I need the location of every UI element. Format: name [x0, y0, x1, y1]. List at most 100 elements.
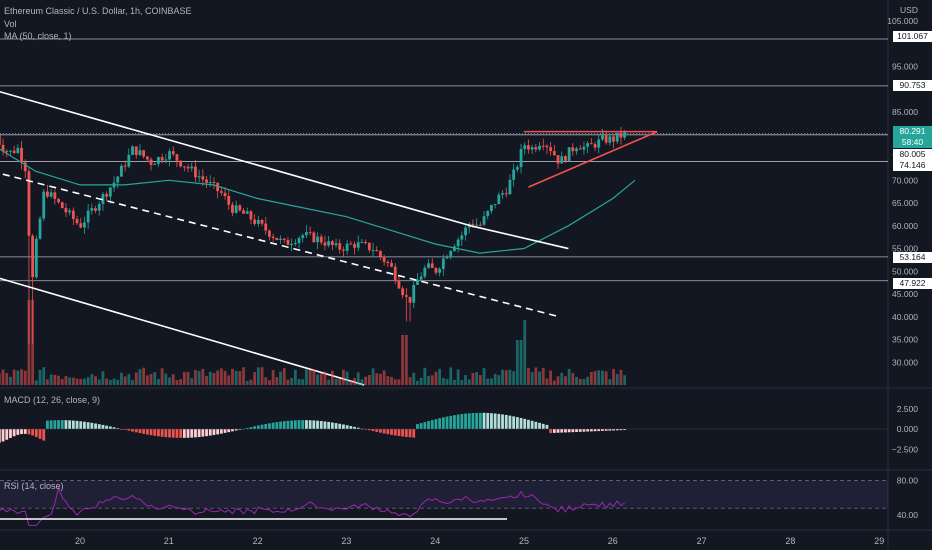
- macd-tick-label: 0.000: [897, 424, 919, 434]
- volume-indicator-label[interactable]: Vol: [4, 19, 17, 29]
- candle-body: [34, 238, 38, 278]
- macd-histogram-bar: [534, 421, 538, 429]
- volume-bar: [367, 374, 371, 385]
- volume-bar: [501, 369, 504, 385]
- macd-histogram-bar: [134, 429, 138, 433]
- macd-histogram-bar: [404, 429, 408, 437]
- volume-bar: [530, 372, 534, 385]
- volume-bar: [0, 373, 1, 385]
- time-tick-label: 29: [874, 536, 884, 546]
- candle-body: [201, 176, 205, 180]
- volume-bar: [212, 372, 216, 385]
- macd-indicator-label[interactable]: MACD (12, 26, close, 9): [4, 395, 101, 405]
- candle-body: [371, 250, 375, 252]
- candle-body: [234, 205, 238, 213]
- volume-bar: [597, 370, 601, 385]
- candle-body: [575, 148, 578, 152]
- macd-histogram-bar: [342, 424, 345, 429]
- macd-histogram-bar: [271, 422, 275, 429]
- macd-histogram-bar: [578, 429, 582, 432]
- rsi-indicator-label[interactable]: RSI (14, close): [4, 481, 64, 491]
- macd-histogram-bar: [623, 429, 627, 431]
- volume-bar: [353, 378, 356, 385]
- candle-body: [379, 251, 382, 257]
- macd-histogram-bar: [589, 429, 593, 432]
- volume-bar: [408, 377, 412, 385]
- volume-bar: [327, 379, 331, 385]
- macd-histogram-bar: [382, 429, 386, 434]
- candle-body: [171, 151, 175, 155]
- macd-histogram-bar: [112, 427, 116, 429]
- candle-body: [582, 146, 586, 150]
- volume-bar: [168, 377, 171, 385]
- volume-bar: [490, 378, 493, 385]
- candle-body: [393, 266, 397, 281]
- rsi-line: [0, 486, 625, 526]
- candle-body: [449, 250, 453, 258]
- candle-body: [430, 263, 434, 268]
- candle-body: [127, 154, 131, 167]
- macd-histogram-bar: [323, 421, 327, 429]
- volume-bar: [153, 372, 157, 385]
- macd-histogram-bar: [453, 415, 456, 429]
- candle-body: [545, 145, 549, 148]
- candle-body: [223, 192, 227, 196]
- candle-body: [608, 136, 612, 143]
- candle-body: [16, 147, 20, 154]
- volume-bar: [271, 369, 275, 385]
- volume-bar: [615, 373, 619, 385]
- volume-bar: [371, 368, 375, 385]
- macd-histogram-bar: [430, 420, 434, 429]
- candle-body: [190, 166, 194, 169]
- candle-body: [160, 157, 164, 161]
- macd-histogram-bar: [234, 429, 238, 431]
- candle-body: [23, 162, 27, 172]
- macd-histogram-bar: [256, 425, 260, 429]
- volume-bar: [46, 379, 49, 385]
- candle-body: [323, 242, 327, 246]
- candle-body: [242, 210, 245, 214]
- candle-body: [9, 150, 12, 152]
- price-tag-level-6: 47.922: [893, 278, 932, 289]
- candle-body: [5, 151, 9, 153]
- macd-histogram-bar: [519, 417, 523, 429]
- macd-histogram-bar: [401, 429, 405, 437]
- symbol-title[interactable]: Ethereum Classic / U.S. Dollar, 1h, COIN…: [4, 6, 192, 16]
- macd-histogram-bar: [316, 420, 319, 429]
- macd-histogram-bar: [168, 429, 171, 438]
- macd-histogram-bar: [512, 416, 516, 429]
- last-price-tag: 80.291 58:40: [893, 126, 932, 148]
- ma-indicator-label[interactable]: MA (50, close, 1): [4, 31, 72, 41]
- macd-histogram-bar: [490, 413, 493, 429]
- macd-histogram-bar: [223, 429, 227, 433]
- candle-body: [456, 239, 460, 247]
- volume-bar: [423, 367, 427, 385]
- macd-histogram-bar: [275, 422, 279, 429]
- macd-histogram-bar: [371, 429, 375, 432]
- moving-average-line: [0, 148, 636, 254]
- macd-histogram-bar: [501, 414, 504, 429]
- volume-bar: [508, 369, 512, 385]
- price-tick-label: 65.000: [892, 198, 918, 208]
- volume-bar: [323, 371, 327, 385]
- candle-body: [338, 243, 342, 250]
- candle-body: [534, 147, 538, 150]
- candle-body: [412, 284, 416, 303]
- macd-histogram-bar: [38, 429, 42, 439]
- candle-body: [438, 268, 442, 273]
- volume-bar: [83, 378, 86, 385]
- volume-bar: [319, 373, 323, 385]
- macd-histogram-bar: [116, 428, 120, 429]
- macd-histogram-bar: [438, 418, 442, 429]
- macd-histogram-bar: [338, 423, 342, 429]
- volume-bar: [97, 379, 101, 385]
- candle-body: [367, 242, 371, 251]
- volume-bar: [145, 375, 149, 385]
- macd-histogram-bar: [530, 420, 534, 429]
- time-tick-label: 28: [785, 536, 795, 546]
- macd-histogram-bar: [127, 429, 131, 431]
- candle-body: [101, 194, 105, 205]
- last-price-value: 80.291: [899, 126, 926, 136]
- macd-histogram-bar: [367, 429, 371, 431]
